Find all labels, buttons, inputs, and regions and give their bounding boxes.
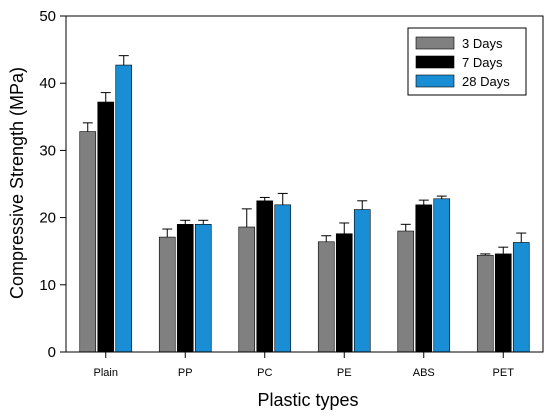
plot-frame <box>65 15 544 353</box>
bar-abs-3-days <box>397 230 415 353</box>
legend-label: 3 Days <box>462 36 503 51</box>
legend: 3 Days 7 Days 28 Days <box>407 27 527 96</box>
y-tick-label: 10 <box>39 277 56 294</box>
error-bars-layer <box>82 55 527 256</box>
bar-pet-3-days <box>476 254 494 353</box>
bar-pe-3-days <box>317 241 335 353</box>
y-tick-label: 0 <box>48 344 56 361</box>
x-tick-label: PC <box>257 367 272 379</box>
bar-plain-28-days <box>115 64 133 353</box>
y-tick-label: 50 <box>39 8 56 25</box>
legend-swatch <box>415 55 455 69</box>
bar-plain-7-days <box>97 101 115 353</box>
bar-pet-28-days <box>512 242 530 353</box>
axes-layer: 0 10 20 30 40 50 Plain PP PC PE ABS PET <box>39 8 544 379</box>
bar-pc-3-days <box>238 226 256 353</box>
legend-label: 7 Days <box>462 55 503 70</box>
x-tick-label: PP <box>178 367 193 379</box>
y-tick-label: 40 <box>39 75 56 92</box>
y-tick-label: 20 <box>39 210 56 227</box>
legend-label: 28 Days <box>462 74 510 89</box>
bars-layer <box>79 64 530 353</box>
bar-pe-28-days <box>353 209 371 353</box>
x-tick-label: Plain <box>94 367 118 379</box>
bar-pet-7-days <box>494 253 512 353</box>
x-tick-label: ABS <box>413 367 435 379</box>
y-tick-label: 30 <box>39 142 56 159</box>
bar-abs-28-days <box>433 198 451 353</box>
x-axis-title: Plastic types <box>257 390 358 410</box>
bar-pp-28-days <box>194 224 212 353</box>
legend-swatch <box>415 36 455 50</box>
bar-pe-7-days <box>335 233 353 353</box>
bar-pp-3-days <box>158 236 176 353</box>
legend-swatch <box>415 74 455 88</box>
bar-abs-7-days <box>415 204 433 353</box>
bar-pc-28-days <box>274 204 292 353</box>
x-tick-label: PET <box>493 367 515 379</box>
bar-plain-3-days <box>79 131 97 353</box>
x-tick-label: PE <box>337 367 352 379</box>
bar-pc-7-days <box>256 200 274 353</box>
bar-pp-7-days <box>176 224 194 353</box>
y-axis-title: Compressive Strength (MPa) <box>7 67 27 299</box>
